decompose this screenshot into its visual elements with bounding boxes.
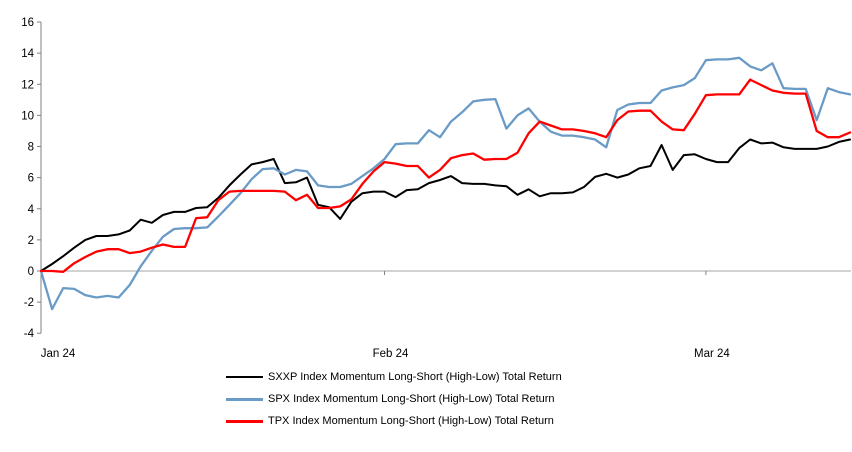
series-line-spx bbox=[39, 56, 852, 311]
y-tick-label: 0 bbox=[28, 266, 34, 278]
y-tick-label: 2 bbox=[28, 235, 34, 247]
x-tick-label: Feb 24 bbox=[373, 348, 409, 360]
legend-item-spx: SPX Index Momentum Long-Short (High-Low)… bbox=[226, 393, 626, 405]
legend-line-swatch-tpx bbox=[226, 419, 263, 423]
legend-label-tpx: TPX Index Momentum Long-Short (High-Low)… bbox=[268, 415, 554, 427]
y-tick-label: 6 bbox=[28, 173, 34, 185]
y-tick-label: -2 bbox=[24, 297, 34, 309]
legend-line-swatch-sxxp bbox=[226, 376, 263, 378]
chart-legend: SXXP Index Momentum Long-Short (High-Low… bbox=[0, 371, 852, 427]
legend-item-sxxp: SXXP Index Momentum Long-Short (High-Low… bbox=[226, 371, 626, 383]
y-tick-label: 8 bbox=[28, 142, 34, 154]
legend-label-sxxp: SXXP Index Momentum Long-Short (High-Low… bbox=[268, 371, 562, 383]
legend-label-spx: SPX Index Momentum Long-Short (High-Low)… bbox=[268, 393, 555, 405]
y-tick-label: 10 bbox=[21, 110, 34, 122]
y-tick-label: 12 bbox=[21, 79, 34, 91]
series-line-tpx bbox=[39, 78, 852, 273]
series-line-sxxp bbox=[40, 138, 851, 272]
legend-item-tpx: TPX Index Momentum Long-Short (High-Low)… bbox=[226, 415, 626, 427]
x-tick-label: Jan 24 bbox=[41, 348, 76, 360]
y-tick-label: 4 bbox=[28, 204, 35, 216]
y-tick-label: 14 bbox=[21, 48, 34, 60]
legend-line-swatch-spx bbox=[226, 397, 263, 401]
y-tick-label: 16 bbox=[21, 17, 34, 29]
y-tick-label: -4 bbox=[24, 328, 35, 340]
x-tick-label: Mar 24 bbox=[694, 348, 730, 360]
